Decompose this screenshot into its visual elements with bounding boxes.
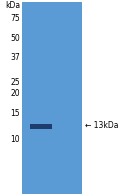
Text: kDa: kDa bbox=[5, 1, 20, 9]
Text: 75: 75 bbox=[10, 14, 20, 23]
Text: 50: 50 bbox=[10, 34, 20, 43]
Bar bbox=[22, 2, 82, 194]
Text: 10: 10 bbox=[10, 135, 20, 144]
Bar bbox=[30, 123, 52, 129]
Text: 20: 20 bbox=[10, 89, 20, 97]
Text: 25: 25 bbox=[10, 77, 20, 86]
Text: 37: 37 bbox=[10, 53, 20, 62]
Text: 15: 15 bbox=[10, 109, 20, 117]
Text: ← 13kDa: ← 13kDa bbox=[85, 122, 119, 131]
